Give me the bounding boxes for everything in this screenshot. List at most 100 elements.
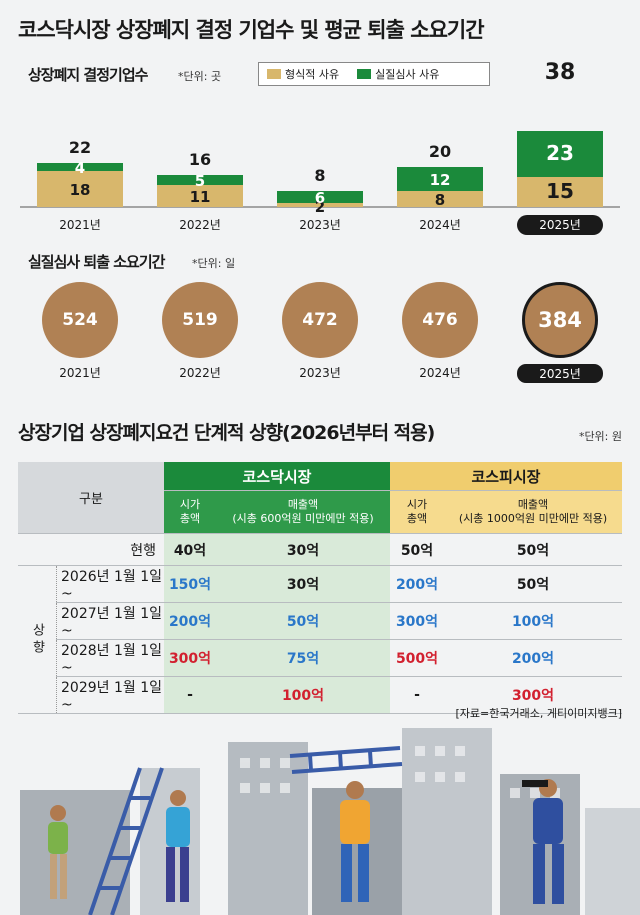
circle-year-label-5: 2025년 xyxy=(517,364,603,383)
label-total-2: 16 xyxy=(189,150,211,169)
kospi-sales-value: 50억 xyxy=(444,565,622,603)
table-row: 상향 2026년 1월 1일 ~150억 30억 200억 50억 xyxy=(18,565,622,714)
duration-circle-3: 472 xyxy=(282,282,358,358)
bar-formal-5 xyxy=(517,177,603,207)
table-row: 2029년 1월 1일 ~ -100억 -300억 xyxy=(18,676,622,714)
table-header-kospi: 코스피시장 xyxy=(390,462,622,491)
row-label: 2028년 1월 1일 ~ xyxy=(56,639,164,677)
kosdaq-mcap-header: 시가 총액 xyxy=(164,490,216,534)
delisting-criteria-table: 구분 코스닥시장 코스피시장 시가 총액 매출액 (시총 600억원 미만에만 … xyxy=(18,462,622,714)
label-substantive-5: 23 xyxy=(546,141,574,165)
table-row: 2028년 1월 1일 ~300억 75억 500억 200억 xyxy=(18,639,622,677)
building-7 xyxy=(585,808,640,915)
duration-circle-4: 476 xyxy=(402,282,478,358)
row-label: 현행 xyxy=(18,533,164,566)
kospi-sales-header: 매출액 (시총 1000억원 미만에만 적용) xyxy=(444,490,622,534)
kosdaq-sales-value: 50억 xyxy=(216,602,390,640)
telescope-icon xyxy=(522,780,548,787)
row-group-label: 상향 xyxy=(18,565,57,714)
page-title: 코스닥시장 상장폐지 결정 기업수 및 평균 퇴출 소요기간 xyxy=(18,18,485,42)
x-tick-label-5: 2025년 xyxy=(539,218,581,232)
kosdaq-mcap-value: 40억 xyxy=(164,533,216,566)
year-pill-5 xyxy=(517,215,603,235)
table-unit: *단위: 원 xyxy=(578,430,622,443)
kosdaq-sales-value: 75억 xyxy=(216,639,390,677)
kospi-sales-value: 300억 xyxy=(444,676,622,714)
bar-formal-2 xyxy=(157,185,243,207)
kospi-mcap-value: 50억 xyxy=(390,533,444,566)
table-row: 현행 40억 30억 50억 50억 xyxy=(18,533,622,566)
kosdaq-mcap-value: 200억 xyxy=(164,602,216,640)
bar-substantive-4 xyxy=(397,167,483,191)
label-substantive-4: 12 xyxy=(430,171,451,189)
table-row: 2027년 1월 1일 ~200억 50억 300억 100억 xyxy=(18,602,622,640)
kosdaq-sales-value: 30억 xyxy=(216,565,390,603)
label-formal-4: 8 xyxy=(435,191,445,209)
kospi-sales-value: 200억 xyxy=(444,639,622,677)
stacked-bar-chart: 18 4 22 2021년 115 16 2022년 26 8 2023년 8 12 20 2024년 15… xyxy=(20,60,620,235)
source-note: [자료=한국거래소, 게티이미지뱅크] xyxy=(455,707,622,720)
kospi-mcap-value: 300억 xyxy=(390,602,444,640)
label-formal-1: 18 xyxy=(70,181,91,199)
label-total-3: 8 xyxy=(314,166,325,185)
building-5 xyxy=(402,728,492,915)
kosdaq-sales-value: 30억 xyxy=(216,533,390,566)
kospi-sales-value: 100억 xyxy=(444,602,622,640)
kospi-sales-value: 50억 xyxy=(444,533,622,566)
label-substantive-1: 4 xyxy=(75,159,85,177)
person-1 xyxy=(48,805,68,899)
label-substantive-3: 6 xyxy=(315,189,325,207)
kosdaq-mcap-value: 300억 xyxy=(164,639,216,677)
legend-swatch-substantive xyxy=(357,69,372,79)
x-tick-label-1: 2021년 xyxy=(59,218,101,232)
label-substantive-2: 5 xyxy=(195,172,205,190)
circle-year-label-3: 2023년 xyxy=(299,366,341,380)
x-tick-label-2: 2022년 xyxy=(179,218,221,232)
kospi-mcap-value: 500억 xyxy=(390,639,444,677)
circle-year-label-2: 2022년 xyxy=(179,366,221,380)
duration-circle-1: 524 xyxy=(42,282,118,358)
table-header-category: 구분 xyxy=(18,462,164,534)
bar-substantive-3 xyxy=(277,191,363,203)
person-2 xyxy=(166,790,190,902)
kosdaq-mcap-value: - xyxy=(164,676,216,714)
kospi-mcap-header: 시가 총액 xyxy=(390,490,444,534)
label-formal-2: 11 xyxy=(190,188,211,206)
ladder-top xyxy=(289,746,403,774)
row-label: 2029년 1월 1일 ~ xyxy=(56,676,164,714)
legend-label-substantive: 실질심사 사유 xyxy=(375,68,440,81)
bar-formal-4 xyxy=(397,191,483,207)
legend-label-formal: 형식적 사유 xyxy=(285,68,340,81)
ladder-left xyxy=(88,767,164,915)
x-tick-label-3: 2023년 xyxy=(299,218,341,232)
illustration xyxy=(0,728,640,915)
person-3 xyxy=(340,781,370,902)
bar-substantive-2 xyxy=(157,175,243,185)
circle-year-label-4: 2024년 xyxy=(419,366,461,380)
building-1 xyxy=(20,790,130,915)
duration-circle-2: 519 xyxy=(162,282,238,358)
person-4 xyxy=(522,779,564,904)
bar-substantive-1 xyxy=(37,163,123,171)
bar-formal-1 xyxy=(37,171,123,207)
label-total-1: 22 xyxy=(69,138,91,157)
label-total-5: 38 xyxy=(545,60,576,85)
bar-chart-unit: *단위: 곳 xyxy=(178,70,222,83)
kosdaq-mcap-value: 150억 xyxy=(164,565,216,603)
duration-circle-5: 384 xyxy=(522,282,598,358)
bar-formal-3 xyxy=(277,203,363,207)
label-total-4: 20 xyxy=(429,142,451,161)
kosdaq-sales-value: 100억 xyxy=(216,676,390,714)
legend-swatch-formal xyxy=(267,69,281,79)
bar-chart-legend: 형식적 사유 실질심사 사유 xyxy=(258,62,490,86)
kospi-mcap-value: 200억 xyxy=(390,565,444,603)
circle-year-label-1: 2021년 xyxy=(59,366,101,380)
kospi-mcap-value: - xyxy=(390,676,444,714)
bar-substantive-5 xyxy=(517,131,603,177)
label-formal-5: 15 xyxy=(546,179,574,203)
kosdaq-sales-header: 매출액 (시총 600억원 미만에만 적용) xyxy=(216,490,390,534)
table-title: 상장기업 상장폐지요건 단계적 상향(2026년부터 적용) xyxy=(18,422,435,444)
x-tick-label-4: 2024년 xyxy=(419,218,461,232)
table-header-kosdaq: 코스닥시장 xyxy=(164,462,390,491)
row-label: 2026년 1월 1일 ~ xyxy=(56,565,164,603)
